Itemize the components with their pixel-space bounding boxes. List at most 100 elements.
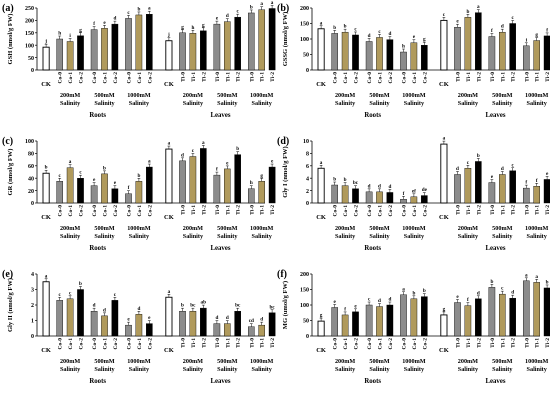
treatment-label: 500mM	[217, 358, 237, 365]
x-tick-label: Ti-2	[545, 338, 550, 348]
significance-letter: a	[443, 136, 446, 142]
significance-letter: e	[491, 174, 494, 180]
y-tick-label: 6	[306, 164, 309, 170]
bar-ti-1	[258, 324, 266, 337]
significance-letter: b	[236, 146, 239, 152]
bar-ti-0	[213, 23, 221, 71]
x-tick-label: Ti-1	[535, 72, 541, 82]
bar-ti-1	[498, 31, 506, 71]
significance-letter: b	[137, 6, 140, 12]
significance-letter: d	[477, 290, 480, 296]
significance-letter: b	[79, 281, 82, 287]
significance-letter: d	[103, 307, 106, 313]
bar-co-1	[101, 315, 108, 337]
treatment-label: 500mM	[369, 92, 389, 99]
x-tick-label: Ti-1	[466, 205, 472, 215]
bar-co-2	[420, 296, 428, 337]
significance-letter: j	[167, 32, 170, 38]
treatment-label: 500mM	[492, 92, 512, 99]
bar-co-0	[90, 311, 98, 337]
significance-letter: e	[216, 16, 219, 22]
x-tick-label: Co-2	[354, 205, 360, 217]
x-tick-label: Co-0	[127, 338, 133, 350]
x-tick-label: Ti-2	[270, 72, 276, 82]
treatment-label: Salinity	[94, 366, 115, 373]
bar-co-0	[400, 51, 407, 71]
treatment-label: Salinity	[492, 100, 513, 107]
x-tick-label: Ti-0	[181, 205, 187, 215]
bar-ck	[317, 28, 325, 71]
significance-letter: a	[168, 289, 171, 295]
x-tick-label: Ti-0	[215, 205, 221, 215]
x-tick-label: Ti-2	[236, 72, 242, 82]
treatment-label: Salinity	[458, 366, 479, 373]
treatment-label: Salinity	[527, 233, 548, 240]
treatment-label: 200mM	[60, 358, 80, 365]
x-tick-label: Ti-0	[215, 72, 221, 82]
significance-letter: g	[320, 313, 323, 319]
x-tick-label-ck: CK	[439, 81, 449, 88]
significance-letter: bc	[190, 303, 196, 309]
tissue-label-roots: Roots	[89, 112, 106, 119]
tissue-label-leaves: Leaves	[210, 245, 230, 252]
x-tick-label: Ti-0	[456, 72, 462, 82]
x-tick-label: Co-0	[333, 72, 339, 84]
bar-ti-0	[247, 188, 255, 204]
bar-co-2	[77, 35, 84, 71]
significance-letter: f	[536, 178, 538, 184]
significance-letter: b	[344, 177, 347, 183]
x-tick-label: Ti-1	[191, 338, 197, 348]
tissue-label-leaves: Leaves	[210, 112, 230, 119]
bar-co-1	[410, 42, 418, 71]
x-tick-label: Co-1	[68, 338, 74, 350]
significance-letter: a	[535, 274, 538, 280]
panel-label: (b)	[277, 3, 289, 14]
significance-letter: b	[333, 25, 336, 31]
treatment-label: 200mM	[60, 225, 80, 232]
significance-letter: b	[490, 279, 493, 285]
bar-ti-2	[543, 35, 550, 71]
significance-letter: d	[388, 184, 391, 190]
y-tick-label: 3	[31, 288, 34, 294]
x-tick-label: Co-1	[137, 338, 143, 350]
bar-ti-2	[543, 179, 550, 204]
bar-ti-1	[258, 9, 266, 71]
significance-letter: f	[93, 21, 95, 27]
bar-ti-0	[247, 326, 255, 337]
significance-letter: c	[79, 170, 82, 176]
significance-letter: h	[191, 25, 194, 31]
bar-ti-1	[223, 323, 231, 337]
x-tick-label: Ti-1	[535, 205, 541, 215]
bar-co-0	[365, 41, 373, 71]
significance-letter: h	[58, 31, 61, 37]
significance-letter: b	[344, 24, 347, 30]
y-tick-label: 100	[300, 37, 309, 43]
y-tick-label: 0	[31, 201, 34, 207]
y-tick-label: 0	[31, 68, 34, 74]
treatment-label: Salinity	[492, 366, 513, 373]
significance-letter: de	[422, 187, 428, 193]
significance-letter: c	[501, 286, 504, 292]
x-tick-label: Ti-2	[476, 72, 482, 82]
bar-ti-2	[509, 170, 517, 204]
significance-letter: c	[467, 160, 470, 166]
x-tick-label: Co-2	[147, 338, 153, 350]
treatment-label: Salinity	[60, 233, 81, 240]
x-tick-label: Ti-1	[500, 205, 506, 215]
x-tick-label: Ti-2	[270, 338, 276, 348]
x-tick-label: Co-0	[127, 72, 133, 84]
bar-co-2	[145, 166, 153, 204]
bar-ti-0	[454, 302, 461, 337]
treatment-label: Salinity	[369, 233, 390, 240]
bar-co-1	[101, 173, 108, 204]
treatment-label: Salinity	[527, 100, 548, 107]
x-tick-label: Co-1	[103, 72, 109, 84]
x-tick-label: Co-2	[113, 338, 119, 350]
significance-letter: c	[69, 290, 72, 296]
significance-letter: i	[526, 37, 528, 43]
significance-letter: g	[181, 24, 184, 30]
treatment-label: Salinity	[369, 366, 390, 373]
tissue-label-leaves: Leaves	[485, 245, 505, 252]
treatment-label: 500mM	[492, 225, 512, 232]
